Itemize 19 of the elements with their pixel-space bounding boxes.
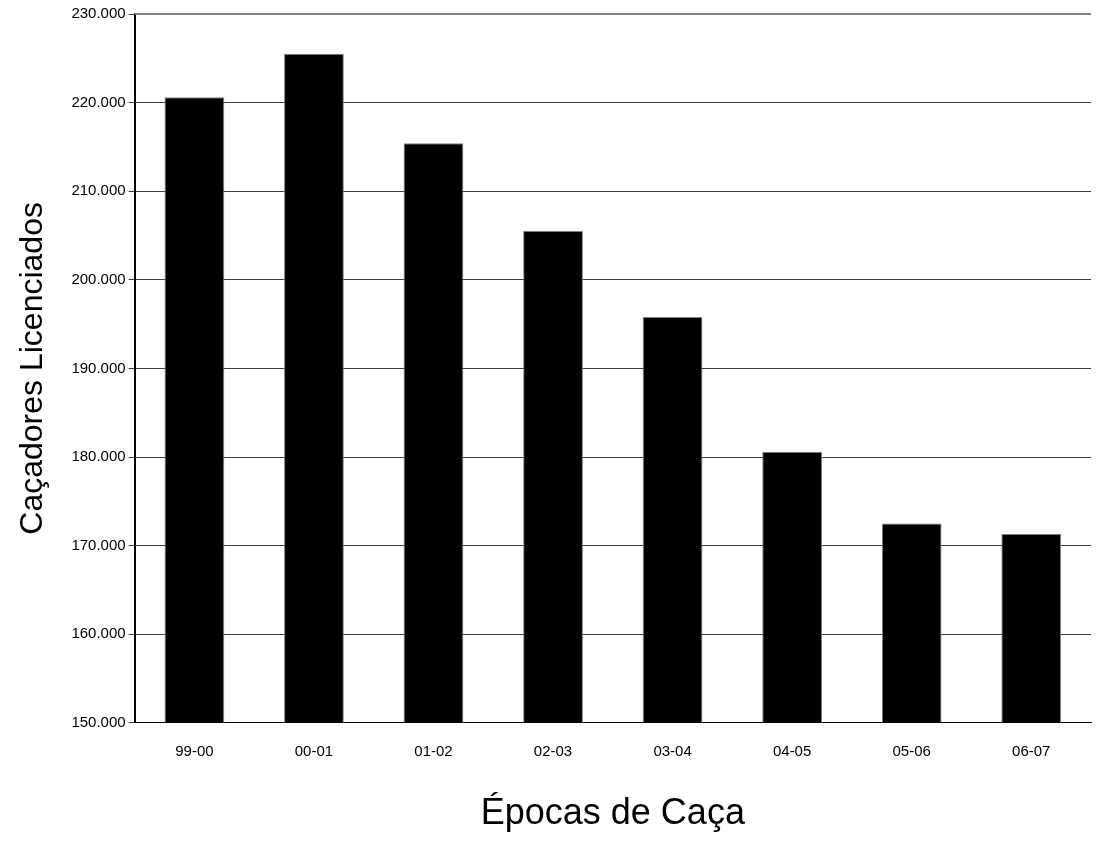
y-tick-label: 180.000 [71, 447, 126, 465]
x-tick-label: 06-07 [1012, 741, 1051, 759]
y-tick-label: 230.000 [71, 4, 126, 22]
y-tick-label: 220.000 [71, 92, 126, 110]
y-tick-label: 190.000 [71, 358, 126, 376]
y-tick-label: 170.000 [71, 535, 126, 553]
x-tick-label: 04-05 [772, 741, 812, 759]
x-tick-label: 02-03 [533, 741, 573, 759]
y-tick-label: 150.000 [71, 712, 126, 730]
y-tick-label: 160.000 [71, 624, 126, 642]
y-axis-title: Caçadores Licenciados [13, 202, 50, 535]
x-tick-label: 99-00 [175, 741, 214, 759]
x-axis-title: Épocas de Caça [480, 791, 746, 833]
x-tick-label: 00-01 [294, 741, 334, 759]
x-tick-label: 05-06 [892, 741, 931, 759]
y-tick-label: 200.000 [71, 269, 126, 287]
x-tick-label: 01-02 [414, 741, 453, 759]
x-tick-label: 03-04 [653, 741, 692, 759]
y-tick-label: 210.000 [71, 181, 126, 199]
